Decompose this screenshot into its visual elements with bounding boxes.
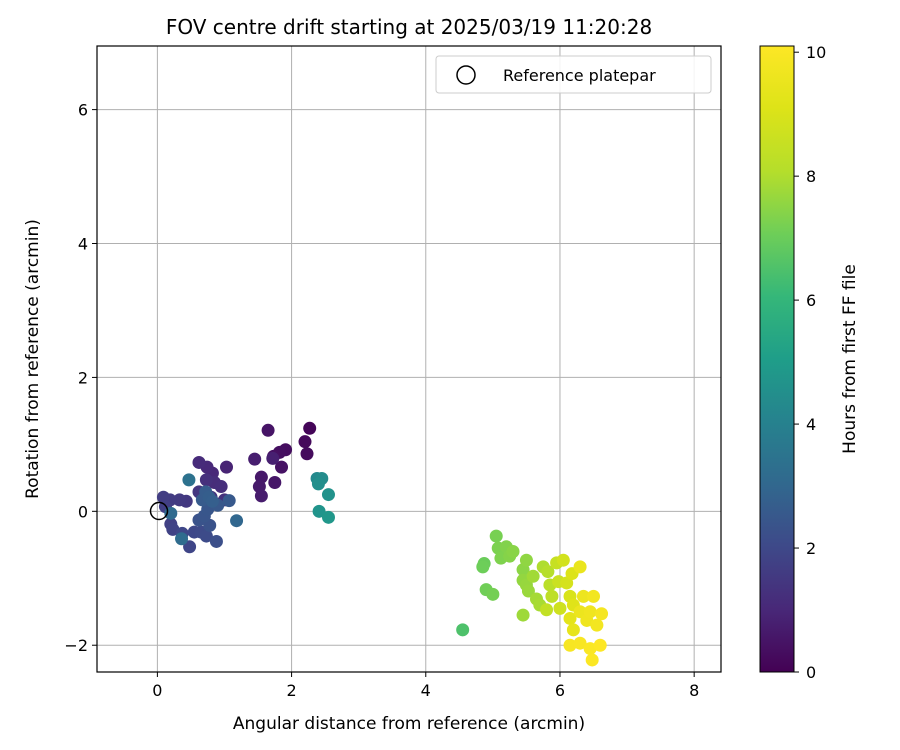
x-axis-ticks: 0 2 4 6 8 bbox=[152, 672, 699, 700]
data-point bbox=[526, 569, 540, 583]
data-point bbox=[303, 421, 317, 435]
data-point bbox=[585, 653, 599, 667]
y-tick-label: 0 bbox=[78, 502, 88, 521]
colorbar-ticks: 0 2 4 6 8 10 bbox=[794, 43, 826, 682]
legend-marker bbox=[456, 65, 476, 85]
data-point bbox=[553, 601, 567, 615]
data-point bbox=[566, 623, 580, 637]
x-tick-label: 2 bbox=[286, 681, 296, 700]
data-point bbox=[590, 618, 604, 632]
plot-frame bbox=[96, 45, 722, 673]
data-point bbox=[199, 529, 213, 543]
x-tick-label: 0 bbox=[152, 681, 162, 700]
data-point bbox=[192, 455, 206, 469]
data-point bbox=[321, 488, 335, 502]
data-point bbox=[556, 553, 570, 567]
data-point bbox=[456, 623, 470, 637]
reference-marker bbox=[149, 501, 169, 521]
data-point bbox=[583, 642, 597, 656]
data-point bbox=[183, 540, 197, 554]
colorbar-tick-label: 0 bbox=[806, 663, 816, 682]
data-point bbox=[275, 460, 289, 474]
data-point bbox=[573, 636, 587, 650]
data-point bbox=[298, 435, 312, 449]
y-tick-label: −2 bbox=[64, 636, 88, 655]
data-point bbox=[521, 584, 535, 598]
legend-box bbox=[435, 55, 712, 94]
data-point bbox=[516, 608, 530, 622]
colorbar-tick-label: 4 bbox=[806, 415, 816, 434]
data-point bbox=[486, 587, 500, 601]
data-point bbox=[261, 423, 275, 437]
y-axis-label: Rotation from reference (arcmin) bbox=[23, 219, 43, 499]
data-point bbox=[209, 534, 223, 548]
y-tick-label: 4 bbox=[78, 235, 88, 254]
x-tick-label: 6 bbox=[555, 681, 565, 700]
data-point bbox=[541, 565, 555, 579]
legend-label: Reference platepar bbox=[503, 66, 656, 85]
data-point bbox=[321, 510, 335, 524]
y-tick-label: 6 bbox=[78, 101, 88, 120]
colorbar-tick-label: 2 bbox=[806, 539, 816, 558]
data-points bbox=[156, 421, 609, 667]
data-point bbox=[312, 504, 326, 518]
colorbar bbox=[759, 45, 795, 673]
y-axis-ticks: −2 0 2 4 6 bbox=[64, 101, 97, 655]
x-tick-label: 4 bbox=[421, 681, 431, 700]
data-point bbox=[230, 514, 244, 528]
data-point bbox=[222, 494, 236, 508]
data-point bbox=[476, 560, 490, 574]
chart-title: FOV centre drift starting at 2025/03/19 … bbox=[166, 15, 652, 39]
data-point bbox=[219, 460, 233, 474]
data-point bbox=[587, 589, 601, 603]
x-tick-label: 8 bbox=[689, 681, 699, 700]
data-point bbox=[595, 607, 609, 621]
data-point bbox=[214, 480, 228, 494]
data-point bbox=[164, 506, 178, 520]
colorbar-tick-label: 6 bbox=[806, 291, 816, 310]
data-point bbox=[268, 476, 282, 490]
data-point bbox=[540, 603, 554, 617]
data-point bbox=[563, 638, 577, 652]
data-point bbox=[266, 451, 280, 465]
colorbar-tick-label: 10 bbox=[806, 43, 826, 62]
data-point bbox=[506, 544, 520, 558]
x-axis-label: Angular distance from reference (arcmin) bbox=[233, 714, 585, 734]
data-point bbox=[173, 493, 187, 507]
colorbar-label: Hours from first FF file bbox=[840, 264, 860, 454]
data-point bbox=[593, 638, 607, 652]
y-tick-label: 2 bbox=[78, 368, 88, 387]
data-point bbox=[182, 473, 196, 487]
data-point bbox=[199, 473, 213, 487]
data-point bbox=[311, 477, 325, 491]
data-point bbox=[254, 489, 268, 503]
data-point bbox=[573, 560, 587, 574]
colorbar-tick-label: 8 bbox=[806, 167, 816, 186]
data-point bbox=[175, 532, 189, 546]
data-point bbox=[583, 605, 597, 619]
data-point bbox=[300, 447, 314, 461]
data-point bbox=[563, 611, 577, 625]
data-point bbox=[248, 452, 262, 466]
data-point bbox=[545, 589, 559, 603]
data-point bbox=[489, 529, 503, 543]
data-point bbox=[205, 494, 219, 508]
data-point bbox=[519, 553, 533, 567]
data-point bbox=[576, 589, 590, 603]
grid bbox=[97, 46, 721, 672]
legend: Reference platepar bbox=[435, 55, 712, 94]
